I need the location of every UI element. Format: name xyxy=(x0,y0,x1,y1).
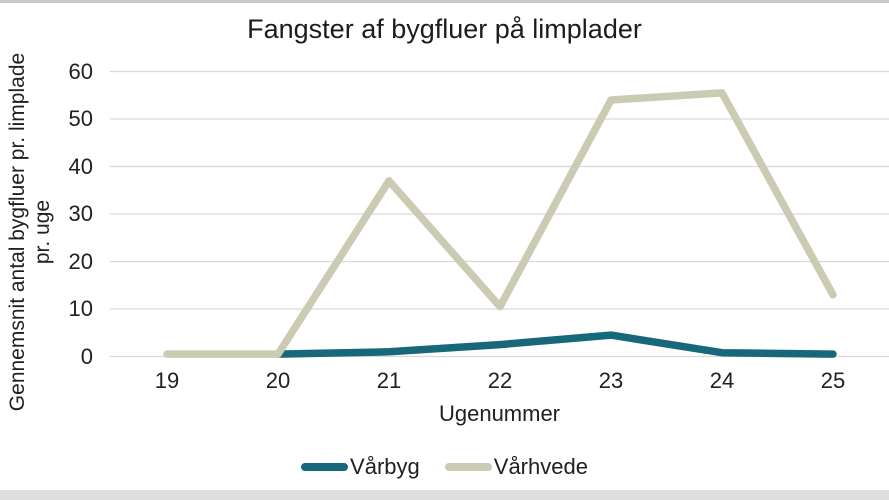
x-tick-label: 22 xyxy=(487,368,513,393)
x-tick-label: 23 xyxy=(598,368,624,393)
x-tick-label: 21 xyxy=(376,368,402,393)
y-tick-label: 50 xyxy=(68,106,93,131)
y-tick-label: 0 xyxy=(80,343,93,369)
legend-label-varbyg: Vårbyg xyxy=(350,454,420,479)
y-tick-label: 10 xyxy=(68,296,93,321)
legend-marker-varhvede xyxy=(444,462,492,472)
bottom-border xyxy=(0,490,889,500)
chart-title: Fangster af bygfluer på limplader xyxy=(247,14,642,44)
legend-marker-varbyg xyxy=(301,462,349,472)
x-axis-title: Ugenummer xyxy=(438,401,561,426)
y-tick-label: 30 xyxy=(68,201,93,226)
legend-item-varbyg: Vårbyg xyxy=(301,454,420,480)
y-tick-label: 20 xyxy=(68,248,93,274)
legend-label-varhvede: Vårhvede xyxy=(493,454,588,479)
top-border xyxy=(0,0,889,3)
x-tick-label: 20 xyxy=(265,368,291,393)
y-tick-label: 40 xyxy=(68,153,93,179)
series-line-varhvede xyxy=(163,89,837,358)
y-tick-label: 60 xyxy=(68,58,93,84)
x-tick-label: 19 xyxy=(154,368,180,393)
legend: Vårbyg Vårhvede xyxy=(0,452,889,482)
x-tick-label: 25 xyxy=(820,368,846,393)
x-tick-label: 24 xyxy=(709,368,735,393)
series-line-varbyg xyxy=(274,331,837,358)
legend-item-varhvede: Vårhvede xyxy=(444,454,588,480)
